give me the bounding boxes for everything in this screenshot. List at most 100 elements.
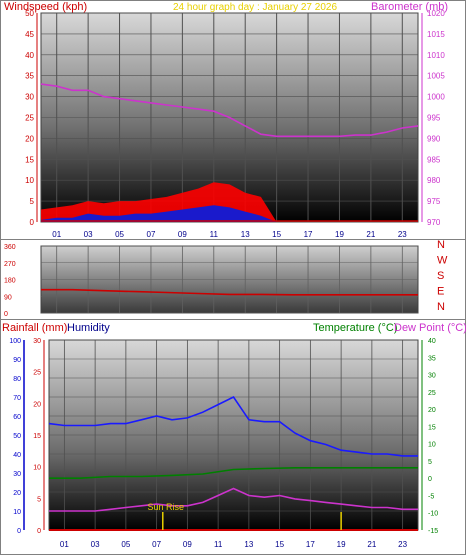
p3-x-tick: 19 <box>337 540 346 549</box>
p3-rain-tick: 30 <box>33 338 41 345</box>
p3-humidity-tick: 100 <box>9 338 21 345</box>
p3-x-tick: 23 <box>398 540 407 549</box>
p3-temp-tick: 35 <box>428 355 436 362</box>
p2-direction-label: S <box>437 270 444 282</box>
p3-humidity-tick: 40 <box>13 452 21 459</box>
p3-x-tick: 17 <box>306 540 315 549</box>
panel3-ticks: 01 03 05 07 09 11 13 15 17 19 21 230102030405060708… <box>9 338 438 549</box>
series-humidity <box>48 395 418 457</box>
p1-yright-tick: 970 <box>427 218 441 227</box>
p1-yright-tick: 1005 <box>427 72 445 81</box>
dewpoint-axis-label: Dew Point (°C) <box>394 322 466 334</box>
p2-y-tick: 360 <box>4 244 16 251</box>
barometer-axis-label: Barometer (mb) <box>371 1 448 13</box>
p3-x-tick: 15 <box>275 540 284 549</box>
sunrise-label: Sun Rise <box>148 502 185 512</box>
p1-yleft-tick: 30 <box>25 93 34 102</box>
p3-temp-tick: -15 <box>428 528 438 535</box>
p3-rain-tick: 20 <box>33 401 41 408</box>
p3-x-tick: 09 <box>183 540 192 549</box>
p1-yleft-tick: 20 <box>25 134 34 143</box>
p1-yright-tick: 1020 <box>427 9 445 18</box>
p3-rain-tick: 0 <box>37 528 41 535</box>
p1-yright-tick: 995 <box>427 114 441 123</box>
p3-temp-tick: -5 <box>428 493 434 500</box>
p3-humidity-tick: 80 <box>13 376 21 383</box>
p1-x-tick: 11 <box>210 230 219 239</box>
p1-yleft-tick: 25 <box>25 114 34 123</box>
series-barometer <box>40 83 419 138</box>
panel1-ticks: 01 03 05 07 09 11 13 15 17 19 21 230510152025303540… <box>25 9 445 239</box>
p1-x-tick: 17 <box>304 230 313 239</box>
p3-temp-tick: 20 <box>428 407 436 414</box>
p1-yright-tick: 980 <box>427 176 441 185</box>
p2-direction-label: N <box>437 301 445 313</box>
p3-x-tick: 03 <box>91 540 100 549</box>
p3-temp-tick: 25 <box>428 390 436 397</box>
p1-x-tick: 19 <box>335 230 344 239</box>
p1-yleft-tick: 50 <box>25 9 34 18</box>
rainfall-axis-label: Rainfall (mm) <box>2 322 67 334</box>
p3-x-tick: 21 <box>367 540 376 549</box>
p3-x-tick: 07 <box>152 540 161 549</box>
p3-temp-tick: 30 <box>428 373 436 380</box>
panel2-marks <box>41 288 418 296</box>
p3-rain-tick: 10 <box>33 465 41 472</box>
p1-x-tick: 23 <box>398 230 407 239</box>
p3-temp-tick: 0 <box>428 476 432 483</box>
p2-y-tick: 270 <box>4 261 16 268</box>
humidity-axis-label: Humidity <box>67 322 110 334</box>
p3-humidity-tick: 90 <box>13 357 21 364</box>
panel3-marks: Sun Rise <box>48 395 418 531</box>
p3-temp-tick: -10 <box>428 511 438 518</box>
chart-title: 24 hour graph day : January 27 2026 <box>173 2 337 13</box>
p1-x-tick: 21 <box>366 230 375 239</box>
p3-humidity-tick: 70 <box>13 395 21 402</box>
p3-humidity-tick: 50 <box>13 433 21 440</box>
p1-x-tick: 15 <box>272 230 281 239</box>
p1-x-tick: 09 <box>178 230 187 239</box>
series-temperature-c <box>49 466 418 480</box>
panel1-grid <box>41 12 418 223</box>
p2-direction-label: E <box>437 286 444 298</box>
p1-yright-tick: 975 <box>427 197 441 206</box>
p1-x-tick: 03 <box>84 230 93 239</box>
p3-temp-tick: 10 <box>428 442 436 449</box>
series-dew-point-c <box>49 487 418 512</box>
p1-yleft-tick: 35 <box>25 72 34 81</box>
windspeed-axis-label: Windspeed (kph) <box>4 1 87 13</box>
p3-rain-tick: 25 <box>33 370 41 377</box>
panel2-grid <box>41 245 418 314</box>
p3-humidity-tick: 10 <box>13 509 21 516</box>
series-wind-direction <box>41 288 418 296</box>
p3-x-tick: 11 <box>214 540 223 549</box>
p3-humidity-tick: 0 <box>17 528 21 535</box>
p2-direction-label: W <box>437 255 448 267</box>
p3-temp-tick: 40 <box>428 338 436 345</box>
p3-temp-tick: 5 <box>428 459 432 466</box>
p1-yright-tick: 1010 <box>427 51 445 60</box>
p1-yright-tick: 990 <box>427 134 441 143</box>
p3-humidity-tick: 20 <box>13 490 21 497</box>
p1-yleft-tick: 5 <box>30 197 35 206</box>
p2-y-tick: 0 <box>4 311 8 318</box>
p1-yright-tick: 985 <box>427 155 441 164</box>
p1-yleft-tick: 0 <box>30 218 35 227</box>
p3-humidity-tick: 30 <box>13 471 21 478</box>
p3-x-tick: 13 <box>244 540 253 549</box>
p1-yright-tick: 1000 <box>427 93 445 102</box>
p2-direction-label: N <box>437 239 445 251</box>
series-wind-speed <box>41 205 277 222</box>
p3-rain-tick: 15 <box>33 433 41 440</box>
p1-x-tick: 05 <box>115 230 124 239</box>
p1-x-tick: 13 <box>241 230 250 239</box>
p2-y-tick: 90 <box>4 294 12 301</box>
p2-y-tick: 180 <box>4 278 16 285</box>
p1-yleft-tick: 45 <box>25 30 34 39</box>
p1-x-tick: 01 <box>52 230 61 239</box>
p1-yleft-tick: 40 <box>25 51 34 60</box>
p3-x-tick: 05 <box>121 540 130 549</box>
p1-x-tick: 07 <box>147 230 156 239</box>
